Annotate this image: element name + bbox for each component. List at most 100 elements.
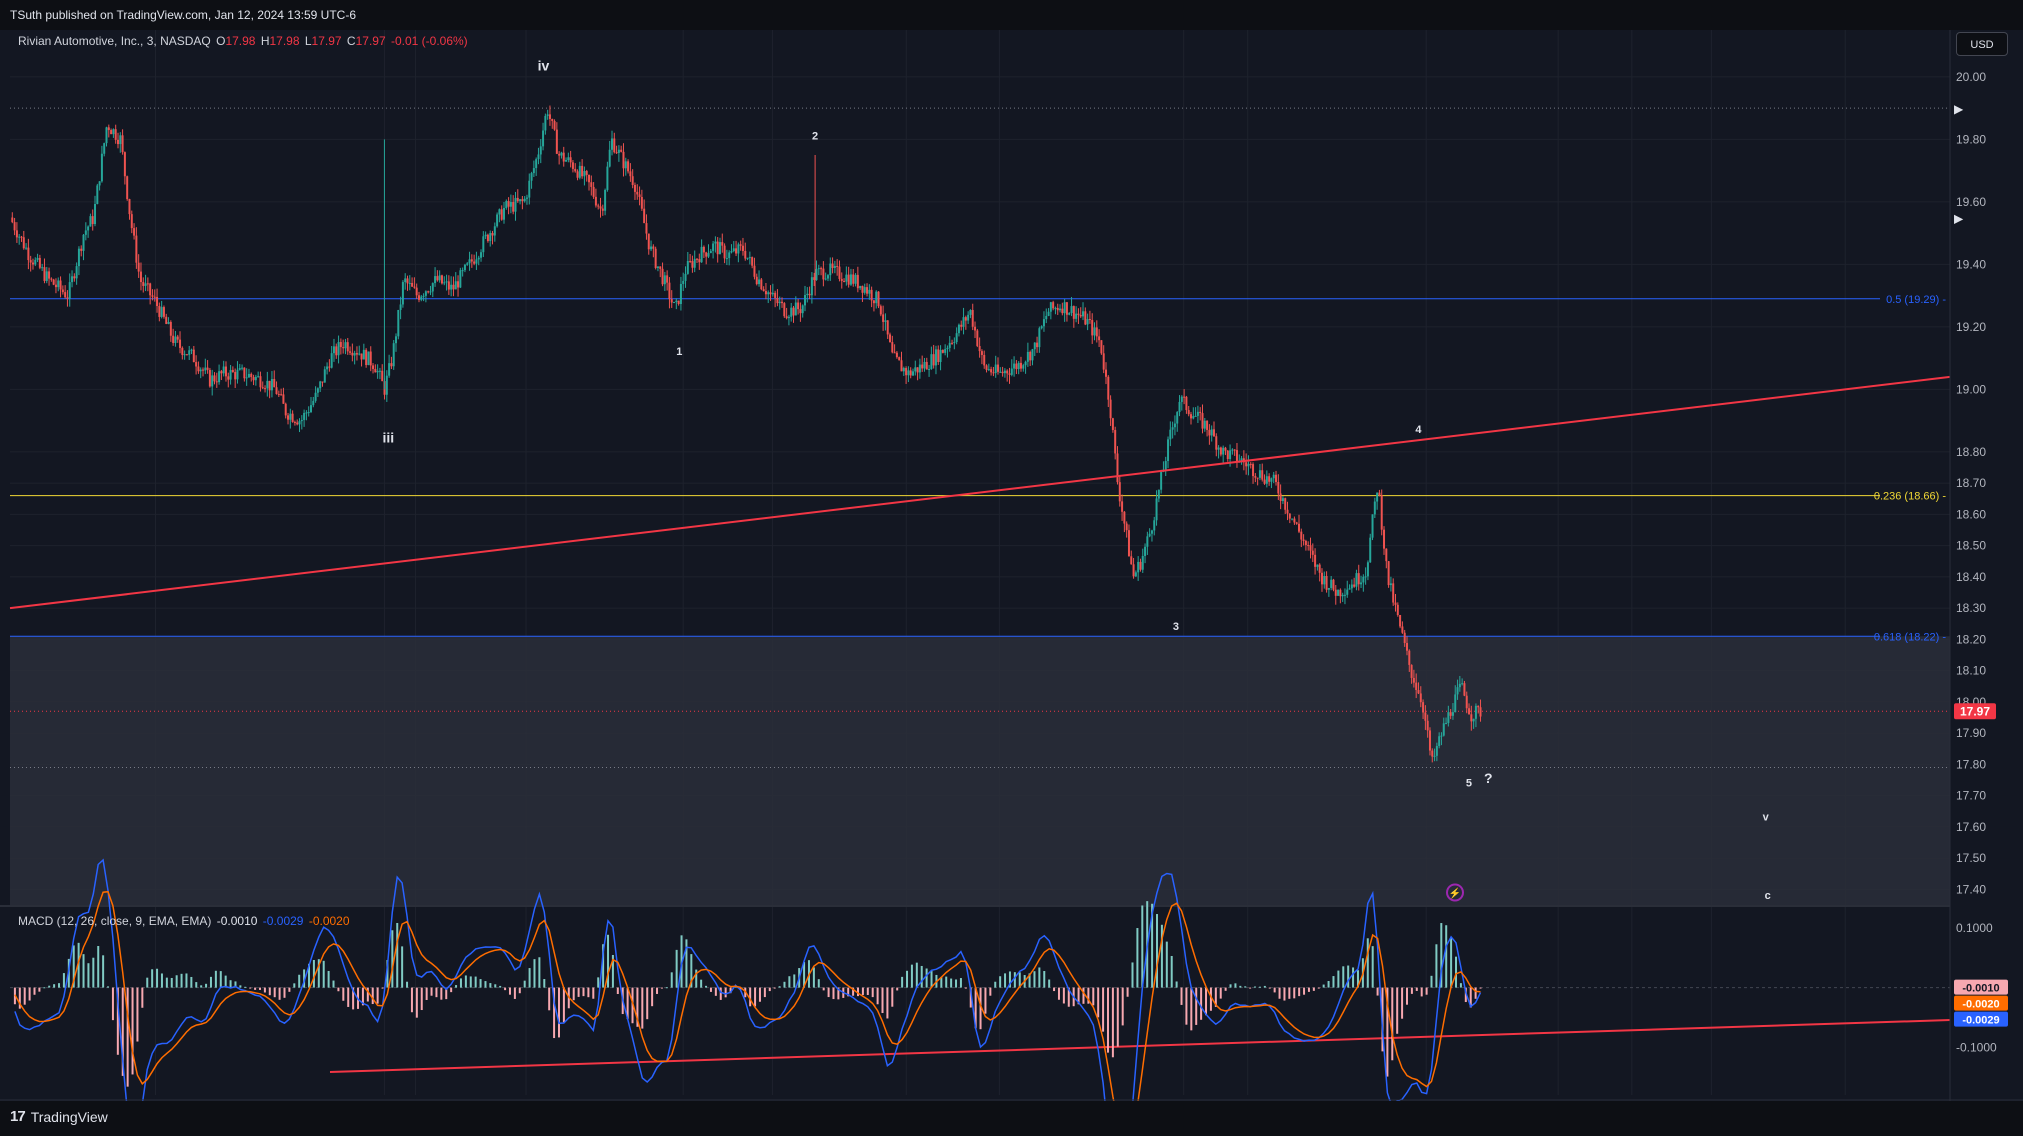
macd-hist-bar	[58, 983, 61, 988]
price-axis[interactable]: 20.00 19.80 19.60 19.40 19.20 19.00 18.80 18.70…	[1949, 30, 2023, 1101]
macd-hist-bar	[1288, 987, 1291, 999]
candle-body	[1314, 554, 1317, 567]
candle-series[interactable]	[11, 105, 1482, 763]
candle-body	[1277, 481, 1280, 494]
candle-body	[523, 198, 526, 202]
candle-body	[877, 291, 880, 307]
tradingview-logo[interactable]: 17 TradingView	[10, 1108, 108, 1125]
macd-hist-bar	[229, 980, 232, 988]
candle-body	[1320, 572, 1323, 585]
candle-body	[1183, 396, 1186, 398]
candle-body	[1042, 319, 1045, 327]
macd-hist-bar	[1092, 987, 1095, 1006]
macd-hist-bar	[685, 939, 688, 988]
candle-body	[179, 339, 182, 348]
candle-body	[57, 280, 60, 288]
trendlines[interactable]	[9, 375, 1951, 1073]
candle-body	[1141, 555, 1144, 570]
candle-body	[1210, 429, 1213, 436]
time-axis[interactable]: 12:00812:00912:001012:001112:001212:0016…	[0, 1099, 2023, 1101]
candle-body	[1247, 463, 1250, 467]
macd-hist-bar	[258, 987, 261, 990]
signal-line	[14, 890, 1481, 1101]
candle-body	[142, 282, 145, 286]
wave-label: 3	[1173, 621, 1179, 633]
candle-body	[227, 376, 230, 380]
candle-body	[1068, 313, 1071, 315]
macd-hist-bar	[464, 975, 467, 988]
candle-body	[932, 354, 935, 366]
candle-body	[748, 257, 751, 259]
macd-hist-bar	[479, 979, 482, 988]
macd-pane[interactable]	[0, 858, 1950, 1101]
candle-body	[1454, 694, 1457, 713]
macd-hist-bar	[577, 987, 580, 997]
candle-body	[397, 309, 400, 337]
candle-body	[427, 291, 430, 293]
macd-hist-bar	[950, 978, 953, 988]
macd-hist-bar	[675, 949, 678, 988]
candle-body	[463, 264, 466, 271]
candle-body	[944, 349, 947, 353]
candle-body	[1111, 418, 1114, 430]
candle-body	[15, 230, 18, 238]
candle-body	[1258, 470, 1261, 478]
lightning-icon-glyph: ⚡	[1449, 887, 1461, 900]
candle-body	[229, 369, 232, 380]
candle-body	[585, 171, 588, 175]
macd-hist-bar	[754, 987, 757, 1007]
candle-body	[1017, 362, 1020, 370]
macd-hist-bar	[1455, 956, 1458, 988]
candle-body	[1178, 401, 1181, 413]
candle-body	[886, 320, 889, 335]
candle-body	[411, 282, 414, 287]
wave-label: ?	[1484, 770, 1493, 786]
macd-hist-bar	[1165, 941, 1168, 988]
candle-body	[339, 342, 342, 348]
last-price-badge	[1954, 703, 1996, 720]
macd-hist-bar	[979, 987, 982, 1030]
candle-body	[1449, 712, 1452, 716]
candle-body	[41, 267, 44, 269]
candle-body	[358, 353, 361, 355]
macd-hist-bar	[641, 987, 644, 1029]
candle-body	[999, 371, 1002, 373]
candle-body	[417, 295, 420, 300]
candle-body	[1346, 589, 1349, 595]
macd-hist-bar	[906, 970, 909, 988]
macd-hist-bar	[33, 987, 36, 995]
macd-hist-bar	[533, 959, 536, 988]
candle-body	[87, 226, 90, 231]
currency-button[interactable]: USD	[1956, 32, 2008, 56]
candle-body	[801, 305, 804, 314]
candle-body	[735, 248, 738, 254]
macd-hist-bar	[1420, 987, 1423, 997]
price-chart[interactable]: 0.5 (19.29) - 0.236 (18.66) - 0.618 (18.22…	[0, 30, 2023, 1101]
macd-hist-bar	[910, 964, 913, 988]
candle-body	[1006, 370, 1009, 374]
candle-body	[206, 367, 209, 370]
wave-label: c	[1765, 890, 1771, 902]
candle-body	[321, 381, 324, 383]
macd-hist-bar	[656, 987, 659, 994]
candle-body	[291, 413, 294, 422]
macd-hist-bar	[435, 987, 438, 998]
candle-body	[326, 366, 329, 370]
candle-body	[482, 236, 485, 253]
candle-body	[1302, 539, 1305, 541]
macd-hist-bar	[102, 955, 105, 988]
candle-body	[1185, 396, 1188, 411]
candle-body	[737, 244, 740, 254]
candle-body	[144, 283, 147, 286]
candle-body	[1088, 318, 1091, 321]
macd-hist-bar	[920, 965, 923, 988]
candle-body	[590, 182, 593, 187]
candle-body	[484, 234, 487, 237]
candle-body	[1146, 536, 1149, 547]
candle-body	[962, 317, 965, 327]
candle-body	[392, 343, 395, 367]
macd-hist-bar	[494, 984, 497, 988]
macd-hist-bar	[190, 976, 193, 988]
candle-body	[119, 135, 122, 145]
candle-body	[633, 184, 636, 192]
